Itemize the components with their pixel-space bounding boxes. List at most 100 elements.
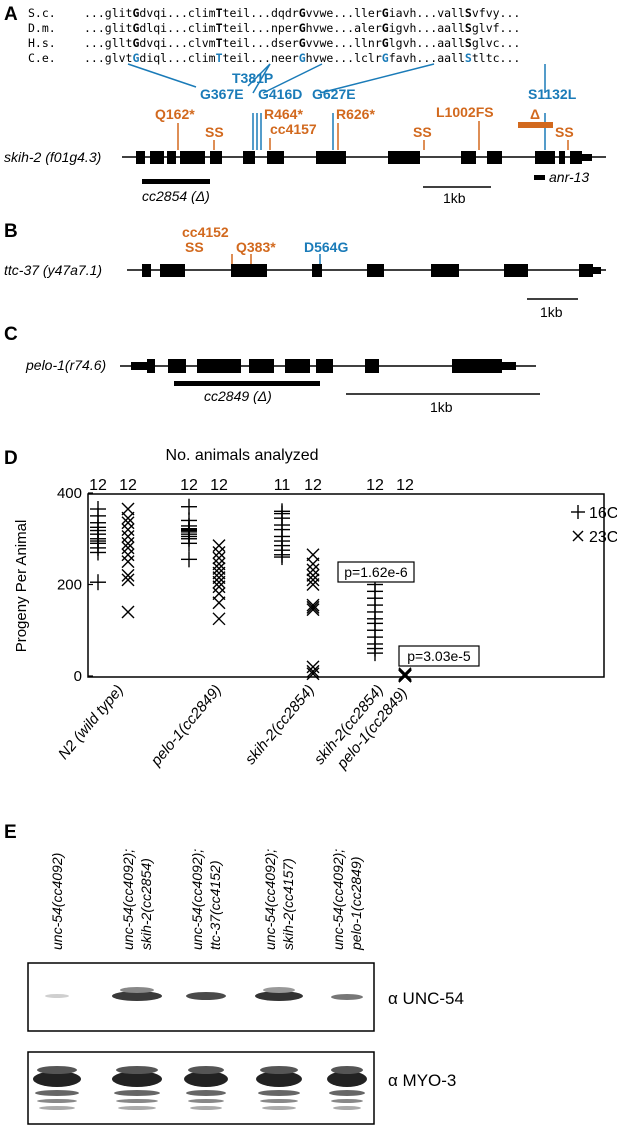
residue: iavh...vall (389, 6, 465, 20)
lane-label: unc-54(cc4092); (189, 849, 205, 950)
band (186, 992, 226, 1000)
n-label: 12 (396, 477, 414, 494)
residue: G (299, 6, 306, 20)
point-23c (212, 571, 226, 585)
mutation-label: SS (185, 239, 204, 255)
point-16c (274, 549, 290, 566)
mutation-label: G416D (258, 86, 302, 102)
deletion-label: cc2854 (Δ) (142, 188, 210, 204)
residue: G (382, 21, 389, 35)
gene-name: skih-2 (f01g4.3) (4, 149, 101, 165)
mutation-label: G367E (200, 86, 244, 102)
point-23c (212, 575, 226, 589)
gene-name: pelo-1(r74.6) (25, 357, 106, 373)
lane-label: pelo-1(cc2849) (348, 857, 364, 951)
mutation-label: Δ (530, 106, 540, 122)
residue: glvc... (472, 36, 520, 50)
progeny-chart: 0 200 400 Progeny Per Animal 12 12 11 12 12 12 12 1… (13, 477, 617, 773)
blot-label-myo-3: α MYO-3 (388, 1071, 456, 1090)
deletion-bar-orange (518, 122, 553, 128)
residue: S (465, 36, 472, 50)
n-label: 12 (89, 477, 107, 494)
residue: G (299, 51, 306, 65)
blue-leaders (127, 63, 546, 150)
point-23c (121, 502, 135, 516)
lane-bands (33, 1066, 81, 1110)
point-23c (121, 573, 135, 587)
band (263, 987, 295, 993)
point-23c (212, 545, 226, 559)
alignment-row: ...glltGdvqi...clvmTteil...dserGvvwe...l… (84, 36, 520, 50)
residue: hvwe...lclr (306, 51, 382, 65)
residue: vvwe...llnr (306, 36, 382, 50)
alignment-row: ...glitGdvqi...climTteil...dqdrGvvwe...l… (84, 6, 520, 20)
point-16c (90, 574, 106, 591)
alignment-row: ...glitGdlqi...climTteil...nperGhvwe...a… (84, 21, 520, 35)
point-23c (212, 539, 226, 553)
alignment-row: ...glvtGdiql...climTteil...neerGhvwe...l… (84, 51, 520, 65)
deletion-label: cc2849 (Δ) (204, 388, 272, 404)
p-value-box: p=1.62e-6 (337, 561, 415, 583)
lane-label: unc-54(cc4092); (330, 849, 346, 950)
myo-3-bands (33, 1066, 367, 1110)
mutation-label: T381P (232, 70, 273, 86)
point-23c (212, 580, 226, 594)
scale-label: 1kb (540, 304, 563, 320)
lane-label: unc-54(cc4092); (262, 849, 278, 950)
point-23c (306, 563, 320, 577)
residue: dvqi...clvm (139, 36, 215, 50)
legend-label-16c: 16C (589, 505, 617, 522)
n-label: 12 (180, 477, 198, 494)
residue: igvh...aall (389, 21, 465, 35)
panel-e-letter: E (4, 822, 17, 843)
scale-label: 1kb (443, 190, 466, 206)
residue: S (465, 6, 472, 20)
mutation-label: Q383* (236, 239, 276, 255)
point-23c (212, 612, 226, 626)
legend-marker-16c (571, 505, 585, 519)
residue: T (216, 6, 223, 20)
point-16c (181, 551, 197, 568)
residue: T (216, 36, 223, 50)
residue: ...gllt (84, 36, 132, 50)
orange-leaders (177, 121, 569, 150)
residue: teil...nper (223, 21, 299, 35)
point-23c (306, 557, 320, 571)
residue: S (465, 51, 472, 65)
point-23c (212, 551, 226, 565)
deletion-bar (142, 179, 210, 184)
point-23c (306, 598, 320, 612)
point-23c (306, 578, 320, 591)
residue: S (465, 21, 472, 35)
point-16c (90, 544, 106, 561)
legend-label-23c: 23C (589, 529, 617, 546)
residue: G (382, 6, 389, 20)
chart-title: No. animals analyzed (166, 447, 319, 464)
point-23c (121, 536, 135, 550)
point-23c (306, 660, 320, 674)
band (120, 987, 154, 993)
unc-54-bands (45, 987, 363, 1001)
y-tick-label: 200 (57, 577, 82, 594)
residue: T (216, 51, 223, 65)
panel-d-letter: D (4, 448, 18, 469)
pelo-1-exons (131, 359, 516, 373)
species-label: S.c. (28, 6, 56, 20)
p-value-box: p=3.03e-5 (398, 645, 480, 667)
point-23c (212, 557, 226, 571)
band (45, 994, 69, 998)
sequence-alignment: S.c. ...glitGdvqi...climTteil...dqdrGvvwe… (28, 6, 520, 65)
point-23c (212, 587, 226, 601)
residue: dvqi...clim (139, 6, 215, 20)
y-axis-label: Progeny Per Animal (13, 520, 30, 653)
residue: ...glit (84, 6, 132, 20)
mutation-label: R464* (264, 106, 303, 122)
lane-bands (184, 1066, 228, 1110)
mutation-label: cc4152 (182, 224, 229, 240)
lane-bands (112, 1066, 162, 1110)
residue: G (132, 21, 139, 35)
point-23c (306, 573, 320, 587)
lane-bands (256, 1066, 302, 1110)
